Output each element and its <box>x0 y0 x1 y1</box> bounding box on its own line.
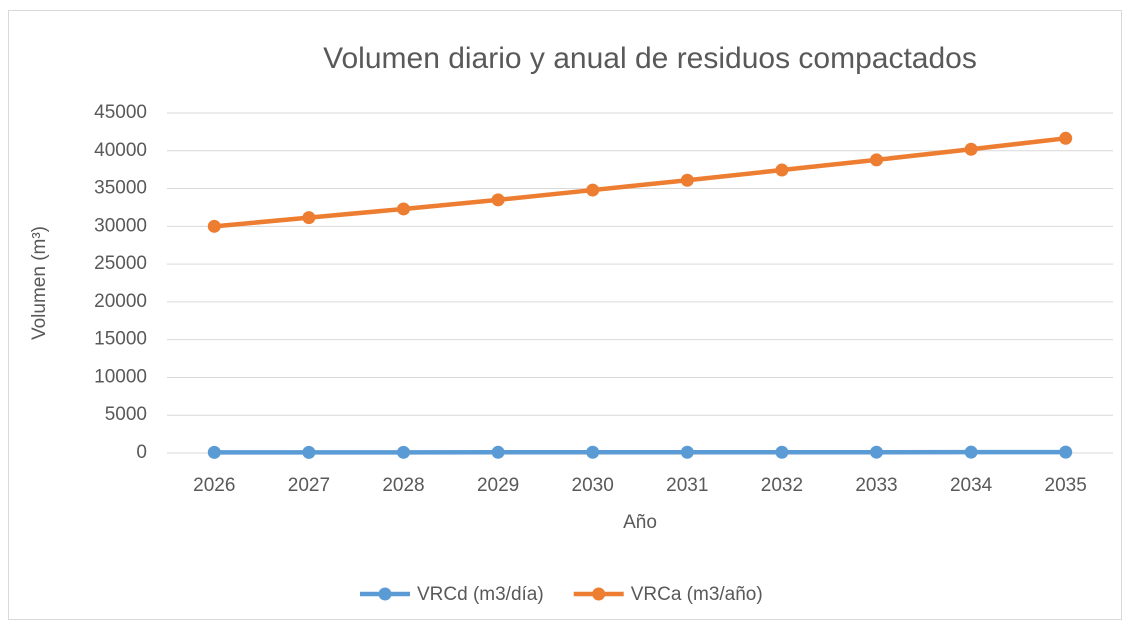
point-marker <box>680 173 694 187</box>
y-tick-label: 10000 <box>94 366 147 387</box>
legend-label: VRCa (m3/año) <box>631 584 763 605</box>
legend-swatch-marker <box>592 587 606 601</box>
point-marker <box>207 219 221 233</box>
x-tick-label: 2028 <box>382 475 424 496</box>
point-marker <box>586 183 600 197</box>
y-tick-label: 25000 <box>94 253 147 274</box>
y-axis-label: Volumen (m³) <box>29 226 50 340</box>
y-tick-label: 0 <box>136 442 147 463</box>
point-marker <box>964 142 978 156</box>
point-marker <box>586 445 600 459</box>
x-tick-label: 2030 <box>572 475 614 496</box>
y-tick-label: 35000 <box>94 178 147 199</box>
point-marker <box>680 445 694 459</box>
x-tick-label: 2034 <box>950 475 993 496</box>
x-tick-label: 2035 <box>1045 475 1087 496</box>
legend-swatch-marker <box>378 587 392 601</box>
point-marker <box>491 445 505 459</box>
point-marker <box>870 153 883 167</box>
x-tick-label: 2032 <box>761 475 803 496</box>
x-tick-label: 2029 <box>477 475 519 496</box>
point-marker <box>870 445 883 459</box>
point-marker <box>397 445 410 459</box>
y-tick-label: 30000 <box>94 215 147 236</box>
x-tick-label: 2027 <box>288 475 330 496</box>
y-tick-label: 40000 <box>94 140 147 161</box>
point-marker <box>302 445 316 459</box>
y-tick-label: 15000 <box>94 329 147 350</box>
point-marker <box>302 211 316 225</box>
point-marker <box>1059 445 1073 459</box>
point-marker <box>1059 131 1073 145</box>
legend-label: VRCd (m3/día) <box>417 584 544 605</box>
point-marker <box>207 445 221 459</box>
point-marker <box>964 445 978 459</box>
x-tick-label: 2026 <box>193 475 235 496</box>
y-tick-label: 5000 <box>105 404 147 425</box>
point-marker <box>491 193 505 207</box>
x-tick-label: 2031 <box>666 475 708 496</box>
y-tick-label: 20000 <box>94 291 147 312</box>
chart-title: Volumen diario y anual de residuos compa… <box>323 42 977 75</box>
x-axis-label: Año <box>623 512 657 533</box>
point-marker <box>397 202 410 216</box>
y-tick-label: 45000 <box>94 102 147 123</box>
chart-border <box>8 10 1122 620</box>
point-marker <box>775 445 789 459</box>
point-marker <box>775 163 789 177</box>
x-tick-label: 2033 <box>855 475 897 496</box>
series-line <box>214 136 1066 229</box>
